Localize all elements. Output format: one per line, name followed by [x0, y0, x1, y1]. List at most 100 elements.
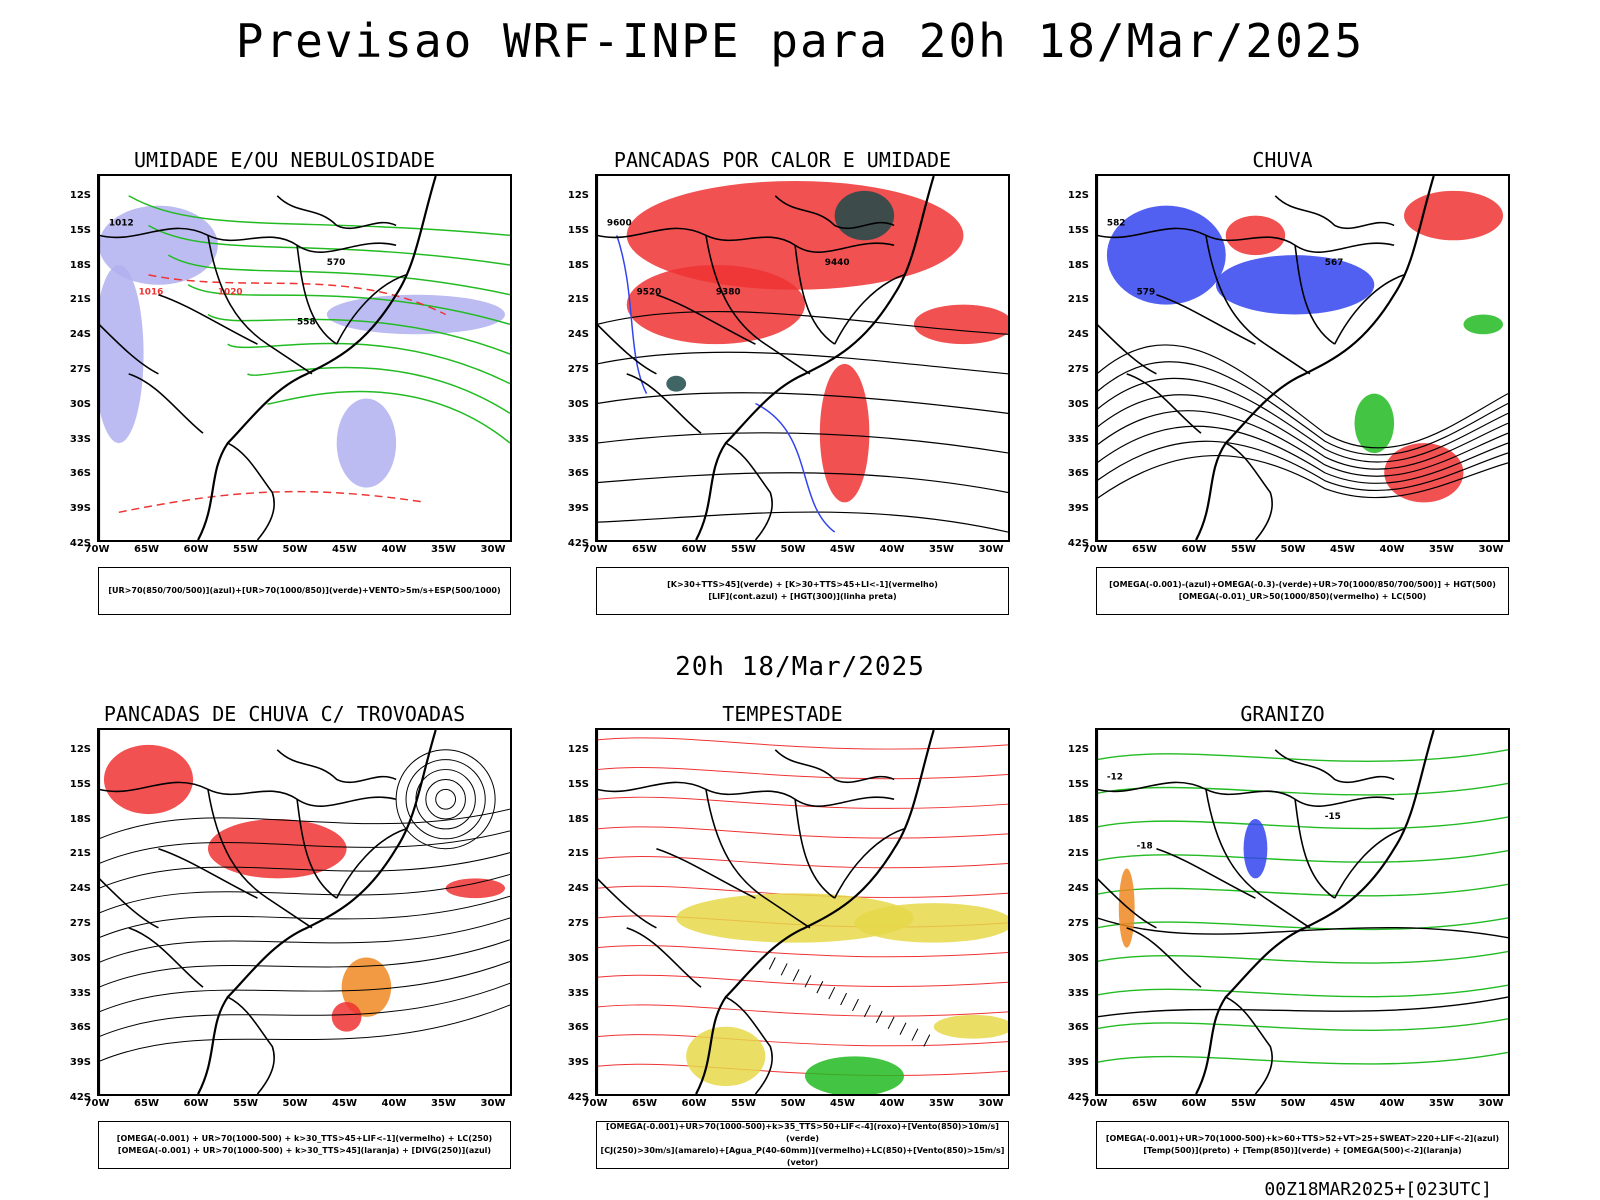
coastline	[99, 176, 437, 540]
convection-area	[626, 265, 805, 345]
lon-tick-label: 45W	[830, 1098, 855, 1109]
wind-vector	[911, 1028, 919, 1041]
height-contour	[1097, 410, 1508, 477]
temp850-contour	[1097, 917, 1508, 931]
lon-tick-label: 70W	[84, 1098, 110, 1109]
legend-line: [OMEGA(-0.01)_UR>50(1000/850)(vermelho) …	[1178, 592, 1427, 601]
contour-label: 9440	[825, 258, 850, 268]
border-line	[296, 799, 338, 899]
border-line	[656, 293, 756, 345]
lat-tick-label: 30S	[69, 398, 91, 410]
temp850-contour	[1097, 984, 1508, 998]
border-line	[597, 227, 895, 253]
border-line	[296, 245, 338, 345]
lat-tick-label: 18S	[69, 813, 91, 825]
lat-tick-label: 12S	[567, 190, 589, 201]
lon-tick-label: 45W	[332, 544, 357, 555]
forecast-map	[597, 730, 1008, 1094]
panel-granizo: GRANIZO -12 -18 -15 12S 15S 18S 21S 24S 27S 30S 33S…	[1055, 702, 1510, 1172]
rain-area	[1463, 314, 1504, 335]
humidity-contour	[266, 390, 510, 444]
height-contour	[1097, 344, 1508, 449]
lat-tick-label: 27S	[69, 918, 91, 929]
height-contour	[597, 351, 1008, 375]
lon-tick-label: 40W	[879, 544, 905, 555]
map-overlay	[99, 176, 510, 540]
border-line	[833, 828, 905, 899]
lon-tick-label: 50W	[780, 544, 806, 555]
wind-vector	[875, 1010, 883, 1024]
lon-tick-label: 45W	[830, 544, 855, 555]
border-line	[335, 274, 407, 345]
humidity-contour	[128, 195, 510, 237]
lon-tick-label: 35W	[929, 544, 954, 555]
main-title: Previsao WRF-INPE para 20h 18/Mar/2025	[235, 14, 1365, 68]
lat-tick-label: 21S	[567, 848, 589, 860]
model-run-footer: 00Z18MAR2025+[023UTC]	[1264, 1179, 1492, 1200]
lon-tick-label: 35W	[1429, 1098, 1454, 1109]
thunderstorm-area	[445, 878, 506, 899]
lat-tick-label: 21S	[69, 294, 91, 306]
lon-tick-label: 70W	[582, 1098, 608, 1109]
lat-tick-label: 12S	[567, 744, 589, 755]
lif-contour	[616, 235, 836, 533]
panel-title: GRANIZO	[1240, 702, 1325, 726]
wind-vector	[887, 1016, 895, 1029]
forecast-map: 9600 9520 9440 9380	[597, 176, 1008, 540]
rain-area	[1404, 190, 1504, 241]
border-line	[1333, 274, 1405, 345]
lat-tick-label: 42S	[1067, 538, 1089, 549]
lat-tick-label: 36S	[69, 468, 91, 480]
lon-tick-label: 50W	[282, 1098, 308, 1109]
border-line	[207, 789, 313, 929]
border-line	[1097, 781, 1395, 807]
border-line	[99, 877, 159, 929]
height-contour	[1097, 361, 1508, 456]
lat-tick-label: 21S	[69, 848, 91, 860]
wind-vector	[852, 998, 859, 1012]
rain-area	[1215, 255, 1375, 315]
lon-tick-label: 65W	[134, 1098, 159, 1109]
border-line	[128, 373, 204, 434]
border-line	[1156, 293, 1256, 345]
mid-date: 20h 18/Mar/2025	[675, 652, 925, 682]
map-overlay	[597, 730, 1008, 1094]
lat-tick-label: 30S	[567, 398, 589, 410]
lat-tick-label: 24S	[1067, 329, 1089, 341]
streamline	[99, 808, 510, 840]
lat-tick-label: 42S	[567, 538, 589, 549]
lat-tick-label: 33S	[1067, 433, 1089, 445]
legend-line: [OMEGA(-0.001) + UR>70(1000-500) + k>30_…	[116, 1134, 493, 1143]
humidity-area	[326, 294, 506, 335]
hail-area	[1243, 819, 1268, 879]
forecast-map: 582 579 567	[1097, 176, 1508, 540]
lon-tick-label: 50W	[1280, 1098, 1306, 1109]
temp850-contour	[1097, 950, 1508, 964]
panel-chuva: CHUVA 582 579 567 12S 15S 18S 21S 24S 27S 30S 33S 36…	[1055, 148, 1510, 618]
border-line	[626, 927, 702, 988]
lat-tick-label: 18S	[1067, 259, 1089, 271]
wind-vector	[923, 1034, 931, 1047]
border-line	[158, 293, 258, 345]
border-line	[1156, 847, 1256, 899]
lon-tick-label: 30W	[978, 1098, 1004, 1109]
temp850-contour	[1097, 849, 1508, 863]
coastline	[597, 176, 935, 540]
wind-vector	[863, 1004, 871, 1018]
lat-tick-label: 21S	[1067, 848, 1089, 860]
border-line	[1205, 235, 1311, 375]
panel-legend: [OMEGA(-0.001) + UR>70(1000-500) + k>30_…	[98, 1121, 511, 1169]
streamline	[99, 873, 510, 914]
lat-tick-label: 39S	[1067, 503, 1089, 515]
temp850-contour	[1097, 1051, 1508, 1065]
forecast-map: -12 -18 -15	[1097, 730, 1508, 1094]
convection-area	[819, 363, 870, 503]
border-line	[158, 847, 258, 899]
wind-vector	[828, 986, 836, 1000]
lat-tick-label: 36S	[69, 1022, 91, 1034]
lon-tick-label: 65W	[632, 1098, 657, 1109]
map-frame: 9600 9520 9440 9380	[595, 174, 1010, 542]
lat-tick-label: 42S	[567, 1092, 589, 1103]
border-line	[597, 323, 657, 375]
lat-tick-label: 15S	[69, 224, 91, 236]
